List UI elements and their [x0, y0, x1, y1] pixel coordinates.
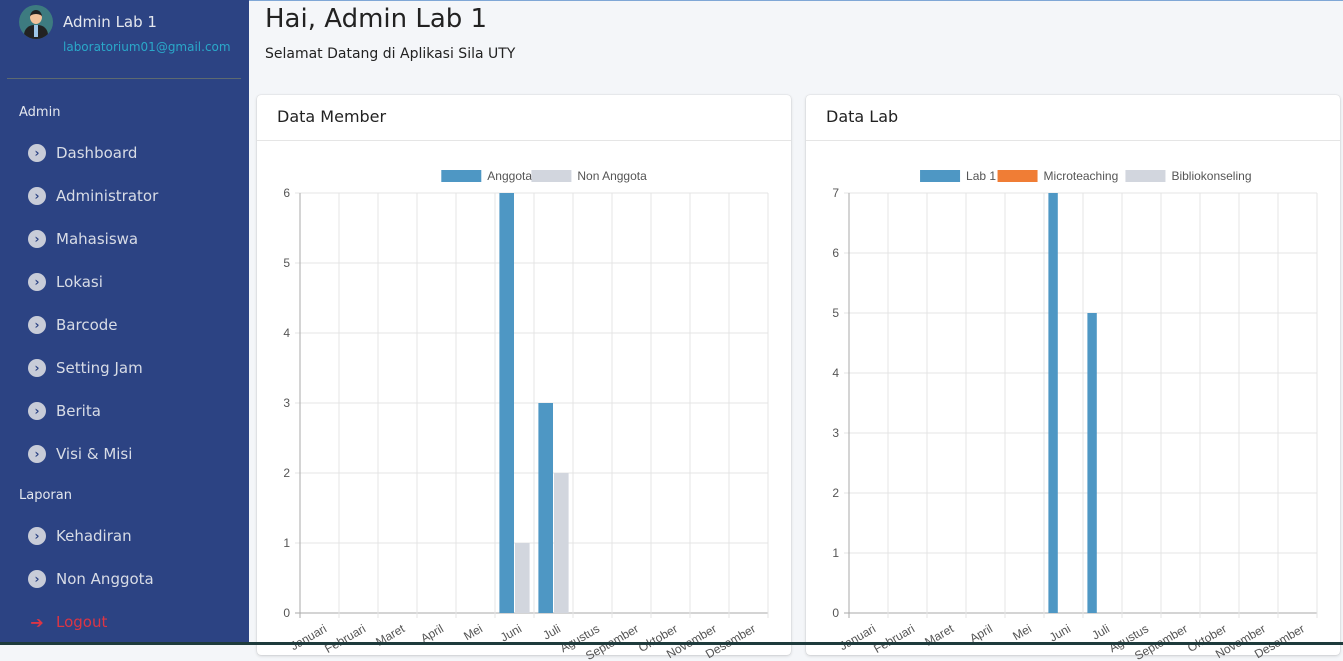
legend-swatch: [441, 170, 482, 182]
x-tick-label: Februari: [871, 621, 917, 655]
divider: [7, 78, 241, 79]
sidebar-item-label: Barcode: [56, 316, 118, 334]
chevron-circle-right-icon: ›: [28, 402, 46, 420]
legend-label: Lab 1: [966, 169, 996, 183]
sidebar-item-visi-misi[interactable]: › Visi & Misi: [28, 445, 132, 463]
y-tick-label: 7: [832, 186, 839, 200]
logout-label: Logout: [56, 613, 108, 631]
chevron-circle-right-icon: ›: [28, 273, 46, 291]
chevron-circle-right-icon: ›: [28, 445, 46, 463]
y-tick-label: 2: [832, 486, 839, 500]
legend-label: Anggota: [487, 169, 532, 183]
legend-swatch: [1125, 170, 1166, 182]
section-admin: Admin: [19, 105, 61, 120]
sidebar: Admin Lab 1 laboratorium01@gmail.com Adm…: [0, 0, 249, 645]
sidebar-item-label: Dashboard: [56, 144, 138, 162]
bar-non-anggota: [554, 473, 569, 613]
y-tick-label: 3: [832, 426, 839, 440]
sidebar-item-label: Mahasiswa: [56, 230, 139, 248]
data-member-card: Data Member Anggota Non Anggota 0 1 2 3 4 5 6 Jan…: [257, 95, 791, 661]
chevron-circle-right-icon: ›: [28, 570, 46, 588]
x-tick-label: Juli: [540, 621, 563, 642]
x-tick-label: Februari: [322, 621, 368, 655]
y-tick-label: 3: [283, 396, 290, 410]
sidebar-item-label: Kehadiran: [56, 527, 132, 545]
chevron-circle-right-icon: ›: [28, 230, 46, 248]
chevron-circle-right-icon: ›: [28, 527, 46, 545]
page-subtitle: Selamat Datang di Aplikasi Sila UTY: [265, 46, 516, 62]
legend-label: Bibliokonseling: [1171, 169, 1251, 183]
sidebar-item-barcode[interactable]: › Barcode: [28, 316, 118, 334]
x-tick-label: Mei: [461, 621, 485, 643]
bar-non-anggota: [515, 543, 530, 613]
sidebar-item-administrator[interactable]: › Administrator: [28, 187, 158, 205]
chevron-circle-right-icon: ›: [28, 187, 46, 205]
legend-swatch: [920, 170, 961, 182]
sidebar-item-label: Visi & Misi: [56, 445, 133, 463]
chevron-circle-right-icon: ›: [28, 144, 46, 162]
card-title: Data Lab: [806, 95, 1340, 141]
x-tick-label: Januari: [288, 621, 329, 653]
sidebar-item-non-anggota[interactable]: › Non Anggota: [28, 570, 154, 588]
sidebar-item-berita[interactable]: › Berita: [28, 402, 101, 420]
section-laporan: Laporan: [19, 488, 72, 503]
card-title: Data Member: [257, 95, 791, 141]
data-lab-chart: Lab 1 Microteaching Bibliokonseling 0 1 2 3 4 5 6…: [832, 169, 1318, 661]
legend-swatch: [997, 170, 1038, 182]
y-tick-label: 5: [832, 306, 839, 320]
chevron-circle-right-icon: ›: [28, 359, 46, 377]
y-tick-label: 2: [283, 466, 290, 480]
logout-link[interactable]: ➔ Logout: [28, 612, 108, 632]
legend-label: Non Anggota: [577, 169, 647, 183]
y-tick-label: 5: [283, 256, 290, 270]
sidebar-item-label: Berita: [56, 402, 101, 420]
bar-anggota: [499, 193, 514, 613]
sidebar-item-label: Non Anggota: [56, 570, 154, 588]
sidebar-item-label: Administrator: [56, 187, 159, 205]
user-name: Admin Lab 1: [63, 13, 157, 31]
y-tick-label: 0: [283, 606, 290, 620]
avatar: [19, 5, 53, 39]
y-tick-label: 4: [832, 366, 839, 380]
bar-anggota: [538, 403, 553, 613]
x-tick-label: Juli: [1089, 621, 1112, 642]
bar-lab-1: [1087, 313, 1097, 613]
y-tick-label: 0: [832, 606, 839, 620]
y-tick-label: 6: [283, 186, 290, 200]
data-lab-card: Data Lab Lab 1 Microteaching Bibliokonseli…: [806, 95, 1340, 661]
y-tick-label: 1: [832, 546, 839, 560]
y-tick-label: 6: [832, 246, 839, 260]
sidebar-item-setting-jam[interactable]: › Setting Jam: [28, 359, 143, 377]
taskbar-strip: [0, 642, 1343, 645]
y-tick-label: 4: [283, 326, 290, 340]
legend-label: Microteaching: [1044, 169, 1119, 183]
x-tick-label: Mei: [1010, 621, 1034, 643]
legend-swatch: [531, 170, 572, 182]
sidebar-item-lokasi[interactable]: › Lokasi: [28, 273, 103, 291]
sidebar-item-label: Setting Jam: [56, 359, 143, 377]
top-border: [249, 0, 1343, 1]
user-email: laboratorium01@gmail.com: [63, 40, 231, 54]
x-tick-label: Januari: [837, 621, 878, 653]
sign-out-icon: ➔: [30, 612, 44, 632]
sidebar-item-kehadiran[interactable]: › Kehadiran: [28, 527, 132, 545]
y-tick-label: 1: [283, 536, 290, 550]
sidebar-item-mahasiswa[interactable]: › Mahasiswa: [28, 230, 138, 248]
chevron-circle-right-icon: ›: [28, 316, 46, 334]
page-title: Hai, Admin Lab 1: [265, 4, 488, 34]
sidebar-item-dashboard[interactable]: › Dashboard: [28, 144, 137, 162]
data-member-chart: Anggota Non Anggota 0 1 2 3 4 5 6 JanuariFebruari…: [283, 169, 769, 661]
sidebar-item-label: Lokasi: [56, 273, 103, 291]
bar-lab-1: [1048, 193, 1058, 613]
